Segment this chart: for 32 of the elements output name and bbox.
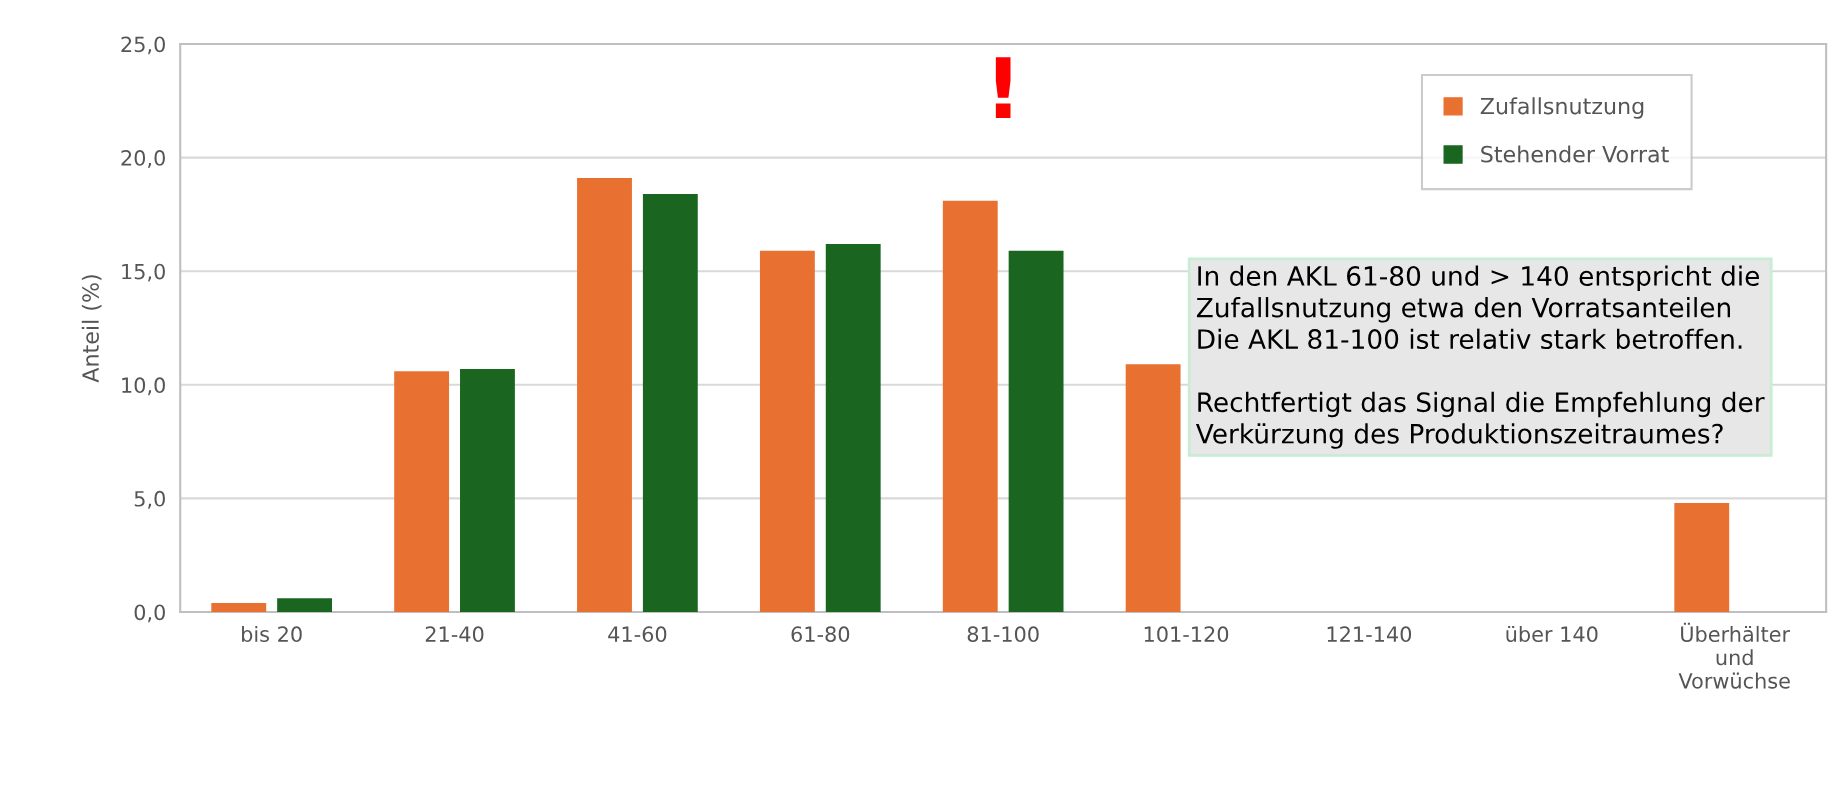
bar (1674, 502, 1730, 612)
x-tick-label: 101-120 (1144, 626, 1229, 643)
x-tick-label: bis 20 (242, 625, 302, 643)
legend-label: Stehender Vorrat (1481, 145, 1669, 163)
bar (942, 200, 998, 612)
x-tick-label: 21-40 (425, 626, 484, 643)
x-tick-label: 121-140 (1327, 626, 1412, 643)
legend-label: Zufallsnutzung (1480, 97, 1644, 119)
y-axis-title: Anteil (%) (81, 275, 102, 383)
y-tick-label: 10,0 (122, 377, 165, 396)
bar (277, 598, 333, 612)
x-tick-label: 41-60 (608, 626, 667, 643)
bar (577, 178, 632, 612)
bar (394, 371, 450, 612)
text: In den AKL 61-80 und > 140 entspricht die Zufallsnutzung etwa den Vorratsanteilen Die AKL 81-100 ist relativ stark betroffen. Rechtfertigt das Signal die Empfehlung der Verkürzung des Produktionszeitraumes? (1195, 265, 1765, 449)
bar (211, 602, 267, 612)
x-tick-label: 81-100 (967, 626, 1039, 643)
y-tick-label: 5,0 (134, 490, 165, 509)
bar (642, 193, 698, 612)
annotation: ! (995, 57, 1011, 119)
bar (460, 368, 515, 612)
bar (1008, 250, 1064, 612)
bar (1125, 364, 1181, 612)
x-tick-label: 61-80 (791, 626, 850, 643)
bar (759, 250, 815, 612)
y-tick-label: 15,0 (122, 263, 165, 282)
y-tick-label: 0,0 (134, 604, 165, 623)
x-tick-label: über 140 (1506, 625, 1598, 643)
x-tick-label: Überhälter und Vorwüchse (1678, 622, 1791, 689)
bar (825, 243, 881, 612)
y-tick-label: 20,0 (121, 150, 165, 168)
y-tick-label: 25,0 (121, 36, 165, 55)
